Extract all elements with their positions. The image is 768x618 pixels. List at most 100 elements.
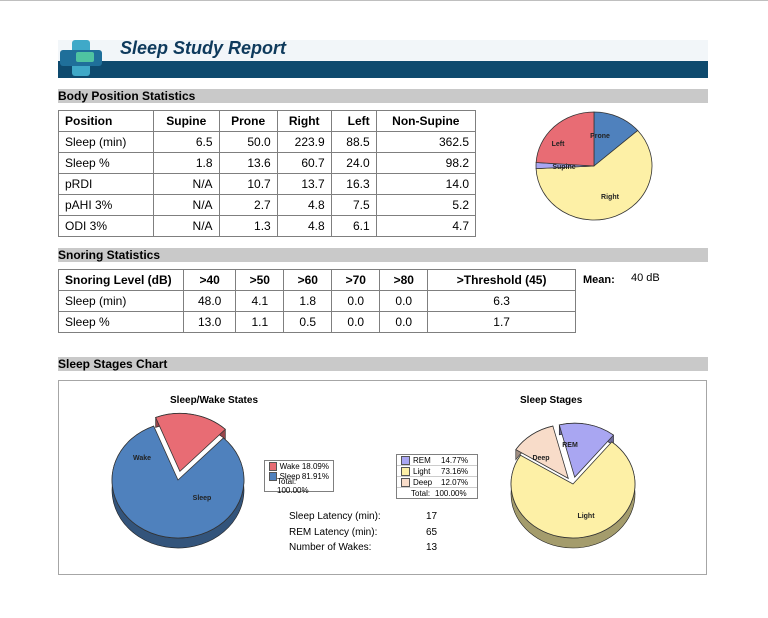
section-header-sleep-stages: Sleep Stages Chart — [58, 357, 708, 371]
table-cell: 1.1 — [235, 311, 285, 333]
legend-value: 73.16% — [441, 466, 469, 476]
legend-total: Total: 100.00% — [397, 488, 477, 498]
legend-total-value: 100.00% — [435, 488, 467, 498]
table-cell: 1.8 — [153, 152, 220, 174]
body-position-pie-chart: Prone Right Supine Left — [535, 111, 653, 221]
snoring-mean-value: 40 dB — [631, 272, 660, 284]
table-cell: N/A — [153, 173, 220, 195]
sleep-latency-label: Sleep Latency (min): — [289, 511, 381, 522]
table-cell: 98.2 — [375, 152, 477, 174]
table-cell: 13.6 — [218, 152, 278, 174]
pie-label-deep: Deep — [532, 455, 549, 462]
table-header-row: Position Supine Prone Right Left Non-Sup… — [58, 110, 477, 132]
legend-value: 18.09% — [301, 461, 329, 471]
sleep-wake-chart-title: Sleep/Wake States — [170, 395, 259, 406]
column-header: >50 — [235, 269, 285, 291]
column-header: Non-Supine — [375, 110, 477, 132]
column-header: >40 — [182, 269, 237, 291]
pie-slice-light — [510, 441, 636, 539]
table-cell: 0.0 — [331, 290, 381, 312]
table-cell: 13.7 — [276, 173, 332, 195]
column-header: Prone — [218, 110, 278, 132]
table-row: Sleep % 1.8 13.6 60.7 24.0 98.2 — [58, 152, 477, 174]
table-cell: 4.1 — [235, 290, 285, 312]
table-row: Sleep (min) 48.0 4.1 1.8 0.0 0.0 6.3 — [58, 290, 576, 312]
legend-swatch — [401, 455, 410, 465]
table-cell: 13.0 — [182, 311, 237, 333]
legend-value: 12.07% — [441, 477, 469, 487]
table-cell: 1.8 — [283, 290, 333, 312]
header-background — [58, 40, 708, 61]
pie-label-wake: Wake — [133, 455, 151, 462]
top-border — [0, 0, 768, 1]
table-cell: 4.8 — [276, 194, 332, 216]
column-header: >70 — [331, 269, 381, 291]
pie-slice-deep — [515, 425, 569, 480]
row-label-cell: Sleep (min) — [58, 290, 184, 312]
sleep-stages-pie-chart: REM Light Deep — [510, 422, 636, 549]
table-cell: 24.0 — [330, 152, 377, 174]
row-label-cell: ODI 3% — [58, 215, 154, 237]
table-cell: N/A — [153, 194, 220, 216]
sleep-wake-legend: Wake 18.09% Sleep 81.91% Total: 100.00% — [264, 460, 334, 495]
pie-label-left: Left — [552, 141, 566, 148]
row-label-cell: pRDI — [58, 173, 154, 195]
pie-slice-sleep — [111, 425, 245, 539]
table-cell: 4.7 — [375, 215, 477, 237]
column-header: >60 — [283, 269, 333, 291]
table-row: Sleep % 13.0 1.1 0.5 0.0 0.0 1.7 — [58, 311, 576, 333]
table-header-row: Snoring Level (dB) >40 >50 >60 >70 >80 >… — [58, 269, 576, 291]
legend-item-sleep: Sleep 81.91% — [265, 471, 333, 481]
legend-item-deep: Deep 12.07% — [397, 477, 477, 488]
table-cell: 5.2 — [375, 194, 477, 216]
legend-label: Wake — [279, 461, 300, 471]
table-cell: 88.5 — [330, 131, 377, 153]
legend-total: Total: 100.00% — [277, 477, 309, 495]
section-header-body-position: Body Position Statistics — [58, 89, 708, 103]
table-cell: 6.3 — [427, 290, 576, 312]
legend-swatch — [269, 471, 277, 481]
pie-slice-left — [535, 111, 595, 167]
table-cell: 1.3 — [218, 215, 278, 237]
legend-label: REM — [413, 455, 431, 465]
pie-slice-rem — [558, 422, 615, 478]
table-cell: 0.0 — [379, 290, 429, 312]
table-cell: 48.0 — [182, 290, 237, 312]
sleep-stages-legend: REM 14.77% Light 73.16% Deep 12.07% Tota… — [396, 454, 478, 499]
column-header: Snoring Level (dB) — [58, 269, 184, 291]
number-of-wakes-label: Number of Wakes: — [289, 542, 372, 553]
sleep-latency-value: 17 — [426, 511, 438, 522]
table-row: pAHI 3% N/A 2.7 4.8 7.5 5.2 — [58, 194, 477, 216]
legend-swatch — [401, 466, 410, 476]
table-cell: 6.5 — [153, 131, 220, 153]
legend-item-light: Light 73.16% — [397, 466, 477, 477]
table-row: Sleep (min) 6.5 50.0 223.9 88.5 362.5 — [58, 131, 477, 153]
table-cell: 10.7 — [218, 173, 278, 195]
table-cell: 0.5 — [283, 311, 333, 333]
snoring-mean-label: Mean: — [583, 274, 615, 286]
header-bar — [58, 61, 708, 78]
legend-item-wake: Wake 18.09% — [265, 461, 333, 471]
rem-latency-value: 65 — [426, 527, 438, 538]
row-label-cell: Sleep % — [58, 152, 154, 174]
table-cell: 6.1 — [330, 215, 377, 237]
pie-label-right: Right — [601, 194, 620, 201]
column-header: Left — [330, 110, 377, 132]
column-header: >80 — [379, 269, 429, 291]
row-label-cell: pAHI 3% — [58, 194, 154, 216]
pie-label-sleep: Sleep — [193, 495, 212, 502]
table-row: pRDI N/A 10.7 13.7 16.3 14.0 — [58, 173, 477, 195]
sleep-wake-pie-chart: Wake Sleep — [111, 412, 245, 549]
legend-item-rem: REM 14.77% — [397, 455, 477, 466]
column-header: Supine — [153, 110, 220, 132]
legend-swatch — [401, 477, 410, 487]
pie-slice-wake — [155, 412, 226, 473]
column-header: Right — [276, 110, 332, 132]
pie-slice-right — [535, 129, 653, 221]
legend-value: 81.91% — [301, 471, 329, 481]
snoring-table: Snoring Level (dB) >40 >50 >60 >70 >80 >… — [58, 269, 576, 333]
legend-total-label: Total: — [411, 488, 431, 498]
sleep-stages-panel — [58, 380, 707, 575]
table-cell: 0.0 — [331, 311, 381, 333]
section-header-snoring: Snoring Statistics — [58, 248, 708, 262]
